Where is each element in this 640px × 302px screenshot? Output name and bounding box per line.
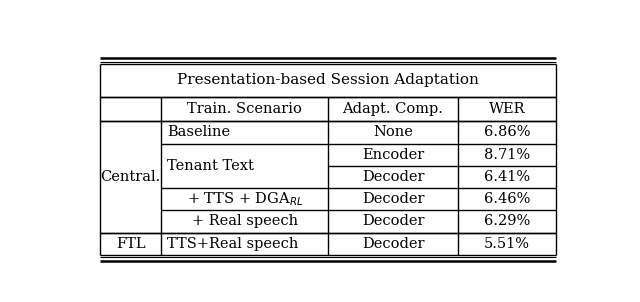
- Text: 5.51%: 5.51%: [484, 237, 530, 251]
- Text: Decoder: Decoder: [362, 192, 424, 206]
- Text: Decoder: Decoder: [362, 237, 424, 251]
- Text: None: None: [373, 125, 413, 140]
- Text: Baseline: Baseline: [168, 125, 230, 140]
- Text: 6.46%: 6.46%: [484, 192, 531, 206]
- Text: 6.86%: 6.86%: [484, 125, 531, 140]
- Text: Encoder: Encoder: [362, 148, 424, 162]
- Text: Decoder: Decoder: [362, 214, 424, 228]
- Text: Central.: Central.: [100, 170, 161, 184]
- Text: WER: WER: [489, 102, 525, 116]
- Text: 6.29%: 6.29%: [484, 214, 530, 228]
- Text: Adapt. Comp.: Adapt. Comp.: [342, 102, 444, 116]
- Text: Train. Scenario: Train. Scenario: [188, 102, 302, 116]
- Text: + Real speech: + Real speech: [191, 214, 298, 228]
- Text: FTL: FTL: [116, 237, 145, 251]
- Text: 6.41%: 6.41%: [484, 170, 530, 184]
- Text: 8.71%: 8.71%: [484, 148, 530, 162]
- Text: Presentation-based Session Adaptation: Presentation-based Session Adaptation: [177, 73, 479, 87]
- Text: TTS+Real speech: TTS+Real speech: [168, 237, 299, 251]
- Text: Tenant Text: Tenant Text: [168, 159, 254, 173]
- Text: Decoder: Decoder: [362, 170, 424, 184]
- Text: + TTS + DGA$_{RL}$: + TTS + DGA$_{RL}$: [187, 190, 303, 208]
